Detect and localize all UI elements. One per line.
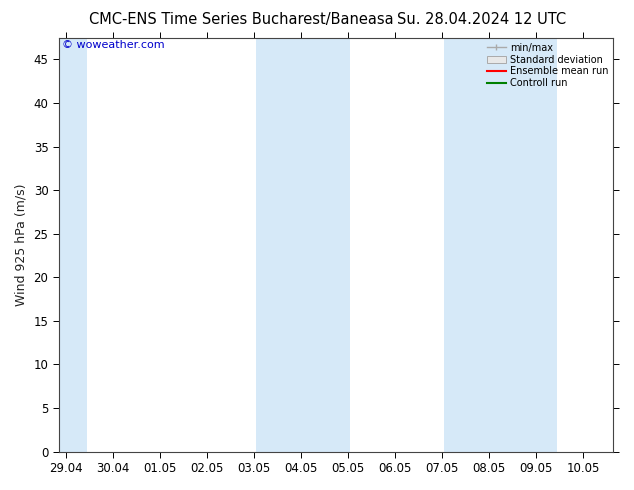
- Bar: [444, 38, 557, 452]
- Y-axis label: Wind 925 hPa (m/s): Wind 925 hPa (m/s): [15, 183, 28, 306]
- Text: CMC-ENS Time Series Bucharest/Baneasa: CMC-ENS Time Series Bucharest/Baneasa: [89, 12, 393, 27]
- Legend: min/max, Standard deviation, Ensemble mean run, Controll run: min/max, Standard deviation, Ensemble me…: [484, 40, 612, 91]
- Bar: [59, 38, 87, 452]
- Text: © woweather.com: © woweather.com: [61, 40, 164, 50]
- Bar: [256, 38, 350, 452]
- Text: Su. 28.04.2024 12 UTC: Su. 28.04.2024 12 UTC: [398, 12, 566, 27]
